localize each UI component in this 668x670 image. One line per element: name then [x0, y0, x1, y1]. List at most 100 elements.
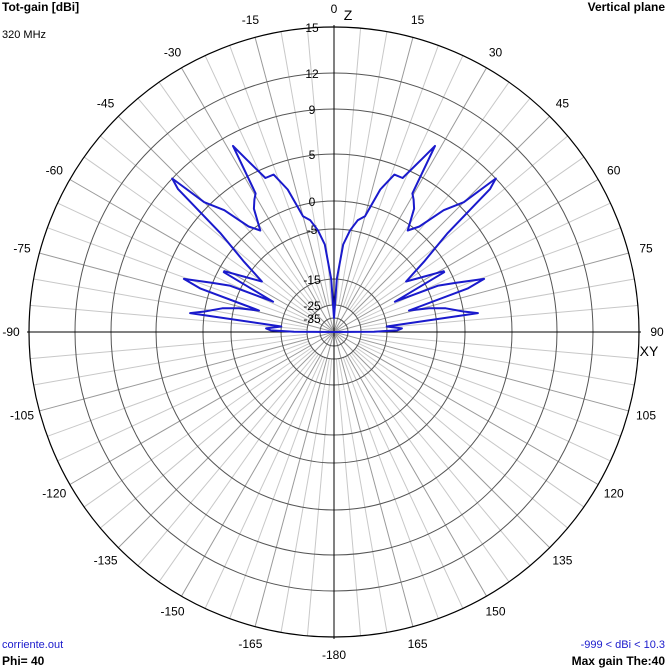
file-name: corriente.out	[2, 639, 64, 651]
gain-range-label: -999 < dBi < 10.3	[580, 639, 665, 651]
minor-spoke	[358, 202, 611, 322]
major-spoke	[333, 331, 414, 627]
minor-spoke	[354, 135, 568, 316]
angle-tick-label: -135	[94, 553, 118, 567]
minor-spoke	[83, 347, 313, 508]
angle-tick-label: -15	[242, 13, 260, 27]
angle-tick-label: 105	[636, 409, 656, 423]
minor-spoke	[360, 336, 635, 386]
major-spoke	[333, 331, 599, 485]
minor-spoke	[335, 358, 362, 636]
radial-tick-label: -5	[307, 223, 318, 237]
minor-spoke	[137, 352, 318, 566]
series-group	[171, 144, 497, 333]
radial-tick-label: 5	[309, 148, 316, 162]
minor-spoke	[360, 278, 635, 328]
polar-grid	[27, 25, 641, 639]
minor-spoke	[57, 342, 310, 462]
major-spoke	[333, 179, 599, 333]
minor-spoke	[360, 304, 638, 331]
major-spoke	[69, 331, 335, 485]
major-spoke	[333, 67, 487, 333]
minor-spoke	[350, 98, 531, 312]
minor-spoke	[83, 156, 313, 317]
radial-tick-labels: -35-25 -15 -5 0 5 9 12 15	[303, 21, 321, 326]
minor-spoke	[30, 333, 308, 360]
minor-spoke	[306, 358, 333, 636]
angle-tick-label: -45	[97, 97, 115, 111]
frequency-label: 320 MHz	[2, 29, 47, 41]
major-spoke	[333, 37, 414, 333]
phi-label: Phi= 40	[2, 654, 45, 668]
radial-tick-label: -35	[303, 312, 321, 326]
angle-tick-label: 75	[639, 241, 653, 255]
axis-label-xy: XY	[640, 343, 659, 359]
angle-tick-label: -30	[164, 45, 182, 59]
minor-spoke	[358, 342, 611, 462]
minor-spoke	[338, 31, 388, 306]
angle-tick-label: 165	[408, 637, 428, 651]
major-spoke	[69, 179, 335, 333]
major-spoke	[117, 115, 335, 333]
major-spoke	[117, 331, 335, 549]
angle-tick-label: 45	[556, 97, 570, 111]
radial-tick-label: -25	[303, 299, 321, 313]
angle-tick-label: -105	[10, 409, 34, 423]
major-spoke	[181, 331, 335, 597]
minor-spoke	[100, 135, 314, 316]
major-spoke	[39, 331, 335, 412]
major-spoke	[333, 331, 629, 412]
angle-tick-label: -180	[322, 648, 346, 662]
minor-spoke	[338, 358, 388, 633]
angle-tick-label: -60	[46, 164, 64, 178]
angle-tick-label: -75	[13, 241, 31, 255]
angle-tick-label: 90	[650, 325, 664, 339]
radial-tick-label: 15	[305, 21, 319, 35]
angle-tick-label: -90	[2, 325, 20, 339]
angle-tick-label: -120	[42, 487, 66, 501]
minor-spoke	[280, 358, 330, 633]
radial-tick-label: -15	[303, 273, 321, 287]
angle-tick-label: -165	[238, 637, 262, 651]
major-spoke	[254, 37, 335, 333]
angle-tick-label: 135	[552, 553, 572, 567]
major-spoke	[181, 67, 335, 333]
minor-spoke	[355, 347, 585, 508]
radial-tick-label: 9	[309, 103, 316, 117]
angle-tick-label: 120	[604, 487, 624, 501]
minor-spoke	[344, 356, 464, 609]
major-spoke	[333, 331, 487, 597]
minor-spoke	[204, 356, 324, 609]
radial-tick-label: 12	[305, 67, 319, 81]
major-spoke	[333, 331, 551, 549]
minor-spoke	[355, 156, 585, 317]
minor-spoke	[158, 353, 319, 583]
gain-pattern-line	[171, 144, 497, 333]
angle-tick-label: 60	[607, 164, 621, 178]
angle-tick-label: 150	[485, 605, 505, 619]
max-gain-label: Max gain The:40	[571, 654, 665, 668]
minor-spoke	[33, 336, 308, 386]
radial-tick-label: 0	[309, 195, 316, 209]
axis-label-z: Z	[344, 7, 353, 23]
minor-spoke	[100, 348, 314, 529]
major-spoke	[39, 252, 335, 333]
minor-spoke	[30, 304, 308, 331]
major-spoke	[254, 331, 335, 627]
minor-spoke	[360, 333, 638, 360]
angle-tick-labels: 0153045607590105120135150165-180-165-150…	[2, 2, 664, 662]
angle-tick-label: -150	[160, 605, 184, 619]
major-spoke	[333, 252, 629, 333]
minor-spoke	[344, 55, 464, 308]
minor-spoke	[57, 202, 310, 322]
minor-spoke	[349, 353, 510, 583]
minor-spoke	[204, 55, 324, 308]
plane-label: Vertical plane	[587, 0, 665, 14]
quantity-label: Tot-gain [dBi]	[2, 0, 80, 14]
angle-tick-label: 0	[331, 2, 338, 16]
minor-spoke	[33, 278, 308, 328]
minor-spoke	[354, 348, 568, 529]
minor-spoke	[137, 98, 318, 312]
minor-spoke	[350, 352, 531, 566]
